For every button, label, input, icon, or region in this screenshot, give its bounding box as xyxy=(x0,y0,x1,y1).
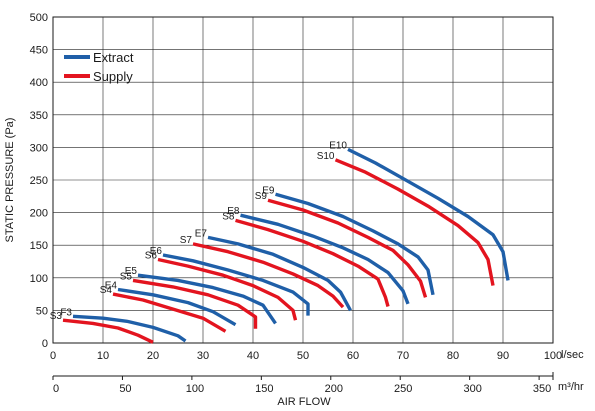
x-tick-label: 40 xyxy=(247,350,259,362)
x-tick-label: 10 xyxy=(97,350,109,362)
series-line-e10 xyxy=(347,147,510,281)
y-tick-label: 300 xyxy=(30,142,48,154)
secondary-tick-label: 0 xyxy=(53,383,59,395)
legend: Extract Supply xyxy=(64,50,134,84)
x-tick-label: 90 xyxy=(497,350,509,362)
plot-frame xyxy=(52,16,554,344)
y-tick-label: 50 xyxy=(36,305,48,317)
series-lines xyxy=(62,147,510,344)
x-tick-label: 100 xyxy=(544,350,562,362)
y-tick-label: 400 xyxy=(30,77,48,89)
series-label-s5: S5 xyxy=(120,271,133,282)
series-label-e8: E8 xyxy=(227,206,240,217)
series-line-s3 xyxy=(62,318,154,344)
secondary-tick-label: 100 xyxy=(186,383,204,395)
legend-label-extract: Extract xyxy=(93,50,134,65)
y-axis-label: STATIC PRESSURE (Pa) xyxy=(4,118,16,243)
series-label-e10: E10 xyxy=(329,140,347,151)
series-label-e4: E4 xyxy=(105,281,118,292)
secondary-tick-label: 350 xyxy=(533,383,551,395)
series-line-s5 xyxy=(132,278,258,329)
secondary-x-axis: 0 50 100 150 200 250 300 350 xyxy=(52,372,554,395)
y-tick-label: 350 xyxy=(30,110,48,122)
series-line-f3 xyxy=(72,314,187,343)
y-tick-label: 250 xyxy=(30,175,48,187)
series-line-s7 xyxy=(192,242,345,309)
secondary-tick-label: 150 xyxy=(255,383,273,395)
series-label-f3: F3 xyxy=(60,307,72,318)
series-line-s6 xyxy=(157,257,298,321)
y-axis-ticks: 0 50 100 150 200 250 300 350 400 450 500 xyxy=(30,12,48,350)
y-tick-label: 200 xyxy=(30,208,48,220)
series-label-s6: S6 xyxy=(145,251,158,262)
series-label-e9: E9 xyxy=(262,185,275,196)
y-tick-label: 100 xyxy=(30,273,48,285)
series-label-e6: E6 xyxy=(150,246,163,257)
series-label-e5: E5 xyxy=(125,266,138,277)
secondary-tick-label: 50 xyxy=(119,383,131,395)
secondary-tick-label: 250 xyxy=(394,383,412,395)
series-line-e4 xyxy=(117,287,237,327)
x-tick-label: 0 xyxy=(50,350,56,362)
x-tick-label: 80 xyxy=(447,350,459,362)
secondary-tick-label: 300 xyxy=(463,383,481,395)
series-line-e9 xyxy=(275,192,435,296)
x-tick-label: 20 xyxy=(147,350,159,362)
x-tick-label: 50 xyxy=(297,350,309,362)
y-tick-label: 500 xyxy=(30,12,48,24)
x-tick-label: 60 xyxy=(347,350,359,362)
x-axis-unit-primary: l/sec xyxy=(561,349,584,361)
series-label-s3: S3 xyxy=(50,311,63,322)
y-tick-label: 150 xyxy=(30,240,48,252)
x-tick-label: 30 xyxy=(197,350,209,362)
series-line-e6 xyxy=(162,253,310,316)
series-line-s8 xyxy=(235,218,390,307)
x-axis-ticks: 0 10 20 30 40 50 60 70 80 90 100 xyxy=(50,350,562,362)
series-label-s7: S7 xyxy=(180,235,193,246)
series-line-s9 xyxy=(267,198,428,298)
series-line-e5 xyxy=(137,273,277,325)
secondary-tick-label: 200 xyxy=(325,383,343,395)
grid-lines xyxy=(52,16,554,344)
series-line-s4 xyxy=(112,292,227,333)
y-tick-label: 0 xyxy=(42,338,48,350)
series-line-s10 xyxy=(334,158,495,286)
series-label-s4: S4 xyxy=(100,285,113,296)
series-line-e8 xyxy=(240,213,410,305)
x-tick-label: 70 xyxy=(397,350,409,362)
legend-label-supply: Supply xyxy=(93,69,133,84)
x-axis-label: AIR FLOW xyxy=(277,396,331,408)
series-label-e7: E7 xyxy=(195,228,208,239)
series-label-s10: S10 xyxy=(317,151,335,162)
x-axis-unit-secondary: m³/hr xyxy=(558,381,584,393)
series-label-s9: S9 xyxy=(255,191,268,202)
series-label-s8: S8 xyxy=(222,211,235,222)
y-tick-label: 450 xyxy=(30,45,48,57)
series-line-e7 xyxy=(207,235,352,312)
